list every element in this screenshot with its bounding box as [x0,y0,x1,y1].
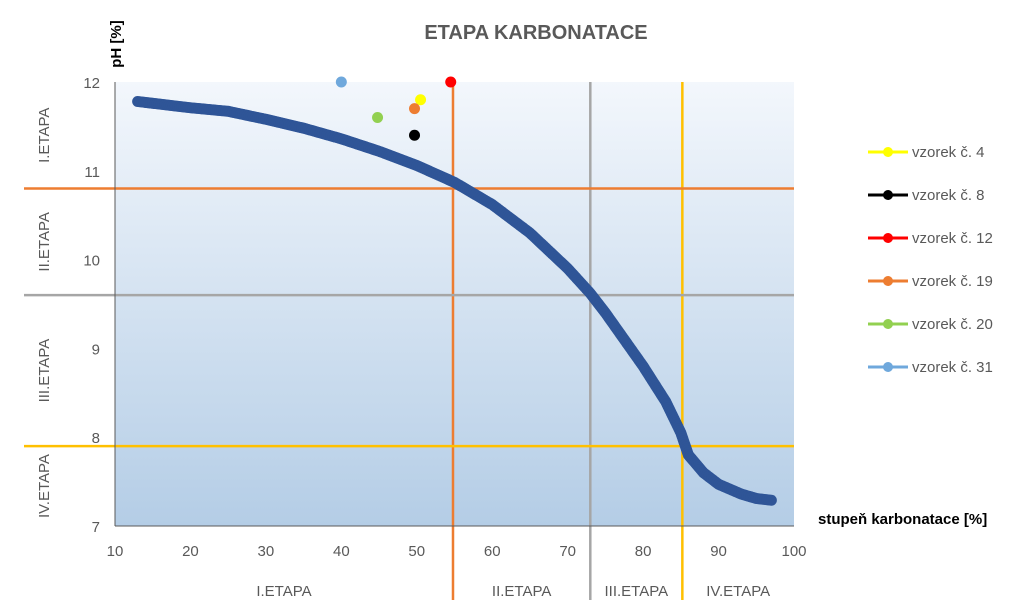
y-tick-label-1: 7 [92,519,100,536]
x-stage-label-2: II.ETAPA [492,583,551,600]
x-tick-label-7: 70 [559,543,576,560]
x-stage-label-3: III.ETAPA [605,583,669,600]
legend-marker-3 [883,233,893,243]
x-tick-label-9: 90 [710,543,727,560]
x-axis-label: stupeň karbonatace [%] [818,511,987,528]
x-tick-label-1: 10 [107,543,124,560]
y-tick-label-4: 10 [83,253,100,270]
plot-area [115,82,794,526]
y-tick-label-3: 9 [92,341,100,358]
sample-point-5 [372,112,384,124]
x-tick-label-2: 20 [182,543,199,560]
x-tick-label-4: 40 [333,543,350,560]
legend-marker-6 [883,362,893,372]
x-stage-label-1: I.ETAPA [256,583,311,600]
y-axis-label: pH [%] [108,20,125,68]
y-stage-label-2: II.ETAPA [36,212,53,271]
x-tick-label-6: 60 [484,543,501,560]
y-stage-label-4: IV.ETAPA [36,454,53,518]
legend-marker-4 [883,276,893,286]
legend-label-3: vzorek č. 12 [912,230,993,247]
chart-title: ETAPA KARBONATACE [424,22,647,44]
sample-point-2 [409,129,421,141]
y-stage-label-1: I.ETAPA [36,108,53,163]
legend-marker-1 [883,147,893,157]
x-tick-label-3: 30 [258,543,275,560]
x-tick-label-8: 80 [635,543,652,560]
legend-label-2: vzorek č. 8 [912,187,985,204]
y-tick-label-2: 8 [92,430,100,447]
sample-point-6 [335,76,347,88]
legend-marker-2 [883,190,893,200]
sample-point-3 [445,76,457,88]
sample-point-1 [415,94,427,106]
legend-label-4: vzorek č. 19 [912,273,993,290]
y-tick-label-6: 12 [83,75,100,92]
legend-label-5: vzorek č. 20 [912,316,993,333]
legend-label-1: vzorek č. 4 [912,144,985,161]
sample-point-4 [409,103,421,115]
legend-marker-5 [883,319,893,329]
y-tick-label-5: 11 [84,164,100,181]
x-tick-label-10: 100 [781,543,806,560]
x-stage-label-4: IV.ETAPA [706,583,770,600]
x-tick-label-5: 50 [408,543,425,560]
y-stage-label-3: III.ETAPA [36,339,53,403]
legend-label-6: vzorek č. 31 [912,359,993,376]
curve-point-373 [765,494,777,506]
